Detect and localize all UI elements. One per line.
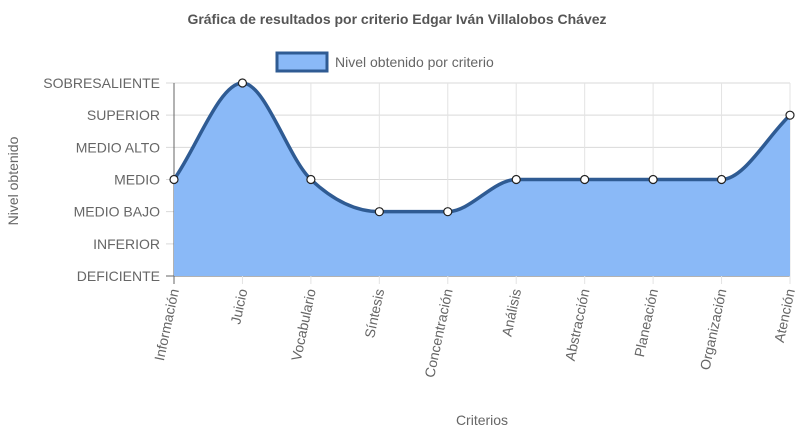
data-point[interactable] bbox=[648, 174, 658, 185]
legend[interactable]: Nivel obtenido por criterio bbox=[275, 51, 494, 73]
x-tick-label: Concentración bbox=[421, 287, 455, 379]
y-tick-label: MEDIO BAJO bbox=[74, 204, 160, 220]
y-tick-label: MEDIO ALTO bbox=[76, 139, 160, 155]
x-tick-label: Juicio bbox=[227, 287, 250, 326]
data-point[interactable] bbox=[237, 78, 248, 88]
series-line bbox=[172, 81, 792, 214]
y-tick-label: SOBRESALIENTE bbox=[43, 75, 160, 91]
data-point[interactable] bbox=[443, 207, 453, 217]
data-point[interactable] bbox=[306, 174, 316, 185]
data-point[interactable] bbox=[374, 207, 384, 217]
x-tick-label: Síntesis bbox=[361, 287, 387, 339]
legend-label: Nivel obtenido por criterio bbox=[335, 54, 494, 70]
data-point[interactable] bbox=[511, 174, 521, 185]
y-axis-ticks: DEFICIENTE INFERIOR MEDIO BAJO MEDIO MEDIO A… bbox=[43, 75, 160, 284]
area-layer bbox=[172, 81, 792, 276]
data-points bbox=[169, 78, 795, 217]
data-point[interactable] bbox=[785, 110, 795, 120]
y-tick-label: SUPERIOR bbox=[87, 107, 160, 123]
x-tick-label: Organización bbox=[697, 287, 730, 371]
legend-swatch bbox=[275, 51, 329, 73]
data-point[interactable] bbox=[580, 174, 590, 185]
x-tick-label: Vocabulario bbox=[288, 287, 319, 362]
data-point[interactable] bbox=[169, 174, 179, 185]
x-tick-label: Abstracción bbox=[562, 287, 593, 362]
x-axis-ticks: Información Juicio Vocabulario Síntesis Conc… bbox=[151, 287, 795, 379]
x-tick-label: Información bbox=[151, 287, 182, 362]
x-axis-title: Criterios bbox=[456, 412, 508, 428]
y-axis-title: Nivel obtenido bbox=[5, 136, 21, 225]
x-tick-label: Atención bbox=[771, 287, 795, 344]
series-area bbox=[174, 83, 790, 276]
x-tick-label: Análisis bbox=[498, 287, 524, 338]
chart-title: Gráfica de resultados por criterio Edgar… bbox=[187, 11, 606, 27]
x-tick-label: Planeación bbox=[631, 287, 661, 358]
y-tick-label: DEFICIENTE bbox=[77, 268, 160, 284]
y-tick-label: MEDIO bbox=[114, 172, 160, 188]
data-point[interactable] bbox=[716, 174, 727, 185]
y-tick-label: INFERIOR bbox=[93, 236, 160, 252]
